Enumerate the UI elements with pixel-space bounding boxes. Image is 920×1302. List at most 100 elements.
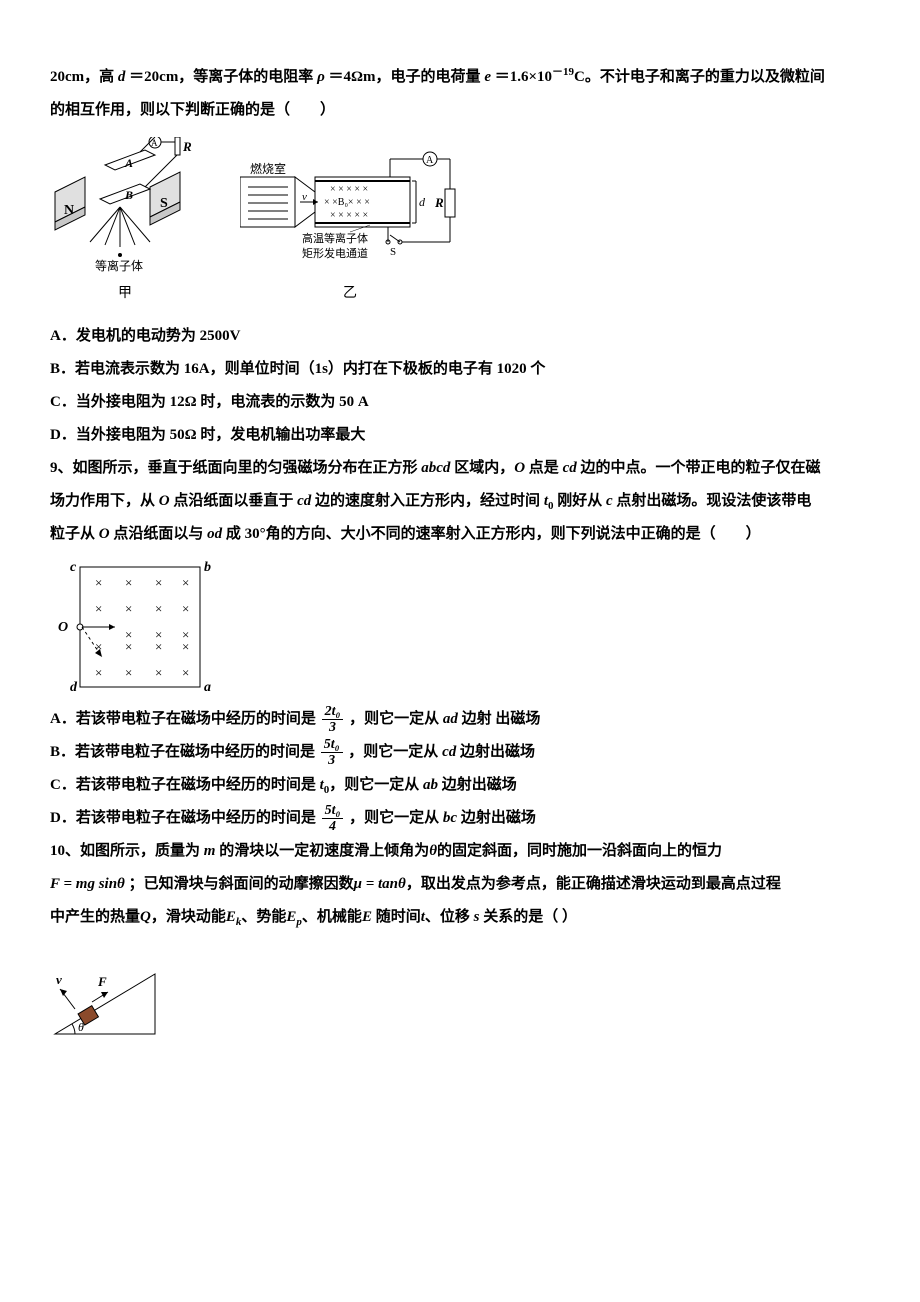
- text: 边射 出磁场: [458, 711, 541, 727]
- svg-text:×: ×: [125, 575, 132, 590]
- q8-option-a: A．发电机的电动势为 2500V: [50, 320, 870, 353]
- q8-option-c: C．当外接电阻为 12Ω 时，电流表的示数为 50 A: [50, 386, 870, 419]
- text: 场力作用下，从: [50, 493, 159, 509]
- text: ，取出发点为参考点，能正确描述滑块运动到最高点过程: [406, 876, 781, 892]
- formula: = tan: [362, 876, 398, 892]
- svg-text:A: A: [124, 156, 133, 170]
- svg-text:d: d: [419, 195, 426, 209]
- text: ＝4Ωm，电子的电荷量: [329, 69, 481, 85]
- svg-text:×: ×: [182, 601, 189, 616]
- text: ，滑块动能: [151, 909, 226, 925]
- svg-text:θ: θ: [78, 1020, 84, 1034]
- text: 点是: [525, 460, 563, 476]
- svg-text:b: b: [204, 560, 211, 575]
- q9-option-c: C．若该带电粒子在磁场中经历的时间是 t0，则它一定从 ab 边射出磁场: [50, 769, 870, 802]
- text: B．若电流表示数为 16A，则单位时间（1s）内打在下极板的电子有 1020 个: [50, 361, 545, 377]
- svg-text:N: N: [64, 203, 74, 218]
- text: ，则它一定从: [349, 810, 443, 826]
- svg-text:× × × × ×: × × × × ×: [330, 184, 368, 195]
- text: 20cm，高: [50, 69, 114, 85]
- den: 4: [322, 819, 344, 834]
- var-cd: cd: [563, 460, 577, 476]
- svg-text:×: ×: [182, 575, 189, 590]
- q9-line1: 9、如图所示，垂直于纸面向里的匀强磁场分布在正方形 abcd 区域内，O 点是 …: [50, 452, 870, 485]
- q9-line3: 粒子从 O 点沿纸面以与 od 成 30°角的方向、大小不同的速率射入正方形内，…: [50, 518, 870, 551]
- var-O: O: [514, 460, 525, 476]
- var-ad: ad: [443, 711, 458, 727]
- var-O: O: [159, 493, 170, 509]
- var-Q: Q: [140, 909, 151, 925]
- svg-text:×: ×: [182, 639, 189, 654]
- text: 区域内，: [450, 460, 514, 476]
- svg-text:×: ×: [182, 665, 189, 680]
- formula: = mg sin: [60, 876, 117, 892]
- var-cd: cd: [442, 744, 456, 760]
- den: 3: [321, 753, 343, 768]
- svg-text:F: F: [97, 974, 107, 989]
- num: 2t₀: [322, 704, 344, 720]
- q9-option-b: B．若该带电粒子在磁场中经历的时间是 5t₀3 ，则它一定从 cd 边射出磁场: [50, 736, 870, 769]
- var-F: F: [50, 876, 60, 892]
- text: 刚好从: [553, 493, 606, 509]
- text: ；已知滑块与斜面间的动摩擦因数: [129, 876, 354, 892]
- text: 边的速度射入正方形内，经过时间: [311, 493, 544, 509]
- exp: －19: [552, 66, 574, 78]
- text: C．当外接电阻为 12Ω 时，电流表的示数为 50 A: [50, 394, 369, 410]
- text: D．若该带电粒子在磁场中经历的时间是: [50, 810, 316, 826]
- svg-text:a: a: [204, 680, 211, 695]
- svg-text:矩形发电通道: 矩形发电通道: [302, 246, 368, 260]
- text: 成 30°角的方向、大小不同的速率射入正方形内，则下列说法中正确的是（ ）: [222, 526, 761, 542]
- svg-text:×: ×: [125, 601, 132, 616]
- fraction: 5t₀3: [321, 737, 343, 769]
- var-abcd: abcd: [421, 460, 450, 476]
- text: ＝1.6×10: [495, 69, 552, 85]
- svg-text:S: S: [390, 246, 396, 258]
- q10-line2: F = mg sinθ ；已知滑块与斜面间的动摩擦因数μ = tanθ，取出发点…: [50, 868, 870, 901]
- diagram-square: c b d a O ×××× ×××× ××× ×××× ××××: [50, 557, 230, 697]
- text: 10、如图所示，质量为: [50, 843, 204, 859]
- text: B．若该带电粒子在磁场中经历的时间是: [50, 744, 315, 760]
- var-theta: θ: [117, 876, 125, 892]
- text: 关系的是（ ）: [480, 909, 578, 925]
- var-E: E: [362, 909, 372, 925]
- q8-intro-line1: 20cm，高 d ＝20cm，等离子体的电阻率 ρ ＝4Ωm，电子的电荷量 e …: [50, 60, 870, 94]
- text: 、位移: [425, 909, 474, 925]
- text: 点沿纸面以与: [110, 526, 208, 542]
- svg-text:d: d: [70, 680, 78, 695]
- var-od: od: [207, 526, 222, 542]
- figure-8-left: N S A B A R: [50, 137, 200, 310]
- svg-text:×: ×: [155, 665, 162, 680]
- svg-text:B: B: [124, 188, 133, 202]
- svg-text:×: ×: [95, 575, 102, 590]
- text: D．当外接电阻为 50Ω 时，发电机输出功率最大: [50, 427, 365, 443]
- text: 、机械能: [302, 909, 362, 925]
- text: 的相互作用，则以下判断正确的是（ ）: [50, 102, 335, 118]
- text: 的固定斜面，同时施加一沿斜面向上的恒力: [437, 843, 722, 859]
- var-c: c: [606, 493, 613, 509]
- figure-10: v F θ: [50, 964, 870, 1044]
- svg-text:×: ×: [95, 665, 102, 680]
- diagram-incline: v F θ: [50, 964, 170, 1044]
- q8-option-d: D．当外接电阻为 50Ω 时，发电机输出功率最大: [50, 419, 870, 452]
- var-mu: μ: [354, 876, 362, 892]
- text: 中产生的热量: [50, 909, 140, 925]
- svg-text:O: O: [58, 620, 68, 635]
- den: 3: [322, 720, 344, 735]
- text: 的滑块以一定初速度滑上倾角为: [215, 843, 429, 859]
- num: 5t₀: [322, 803, 344, 819]
- text: 、势能: [241, 909, 286, 925]
- num: 5t₀: [321, 737, 343, 753]
- svg-text:×: ×: [125, 665, 132, 680]
- text: ＝20cm，等离子体的电阻率: [129, 69, 313, 85]
- svg-text:×: ×: [95, 601, 102, 616]
- diagram-jia: N S A B A R: [50, 137, 200, 277]
- svg-text:高温等离子体: 高温等离子体: [302, 231, 368, 245]
- text: 随时间: [372, 909, 421, 925]
- caption-yi: 乙: [343, 279, 357, 310]
- text: A．发电机的电动势为 2500V: [50, 328, 240, 344]
- text: 点沿纸面以垂直于: [170, 493, 298, 509]
- figure-9: c b d a O ×××× ×××× ××× ×××× ××××: [50, 557, 870, 697]
- svg-text:A: A: [426, 155, 434, 166]
- q8-intro-line2: 的相互作用，则以下判断正确的是（ ）: [50, 94, 870, 127]
- text: 边的中点。一个带正电的粒子仅在磁: [577, 460, 821, 476]
